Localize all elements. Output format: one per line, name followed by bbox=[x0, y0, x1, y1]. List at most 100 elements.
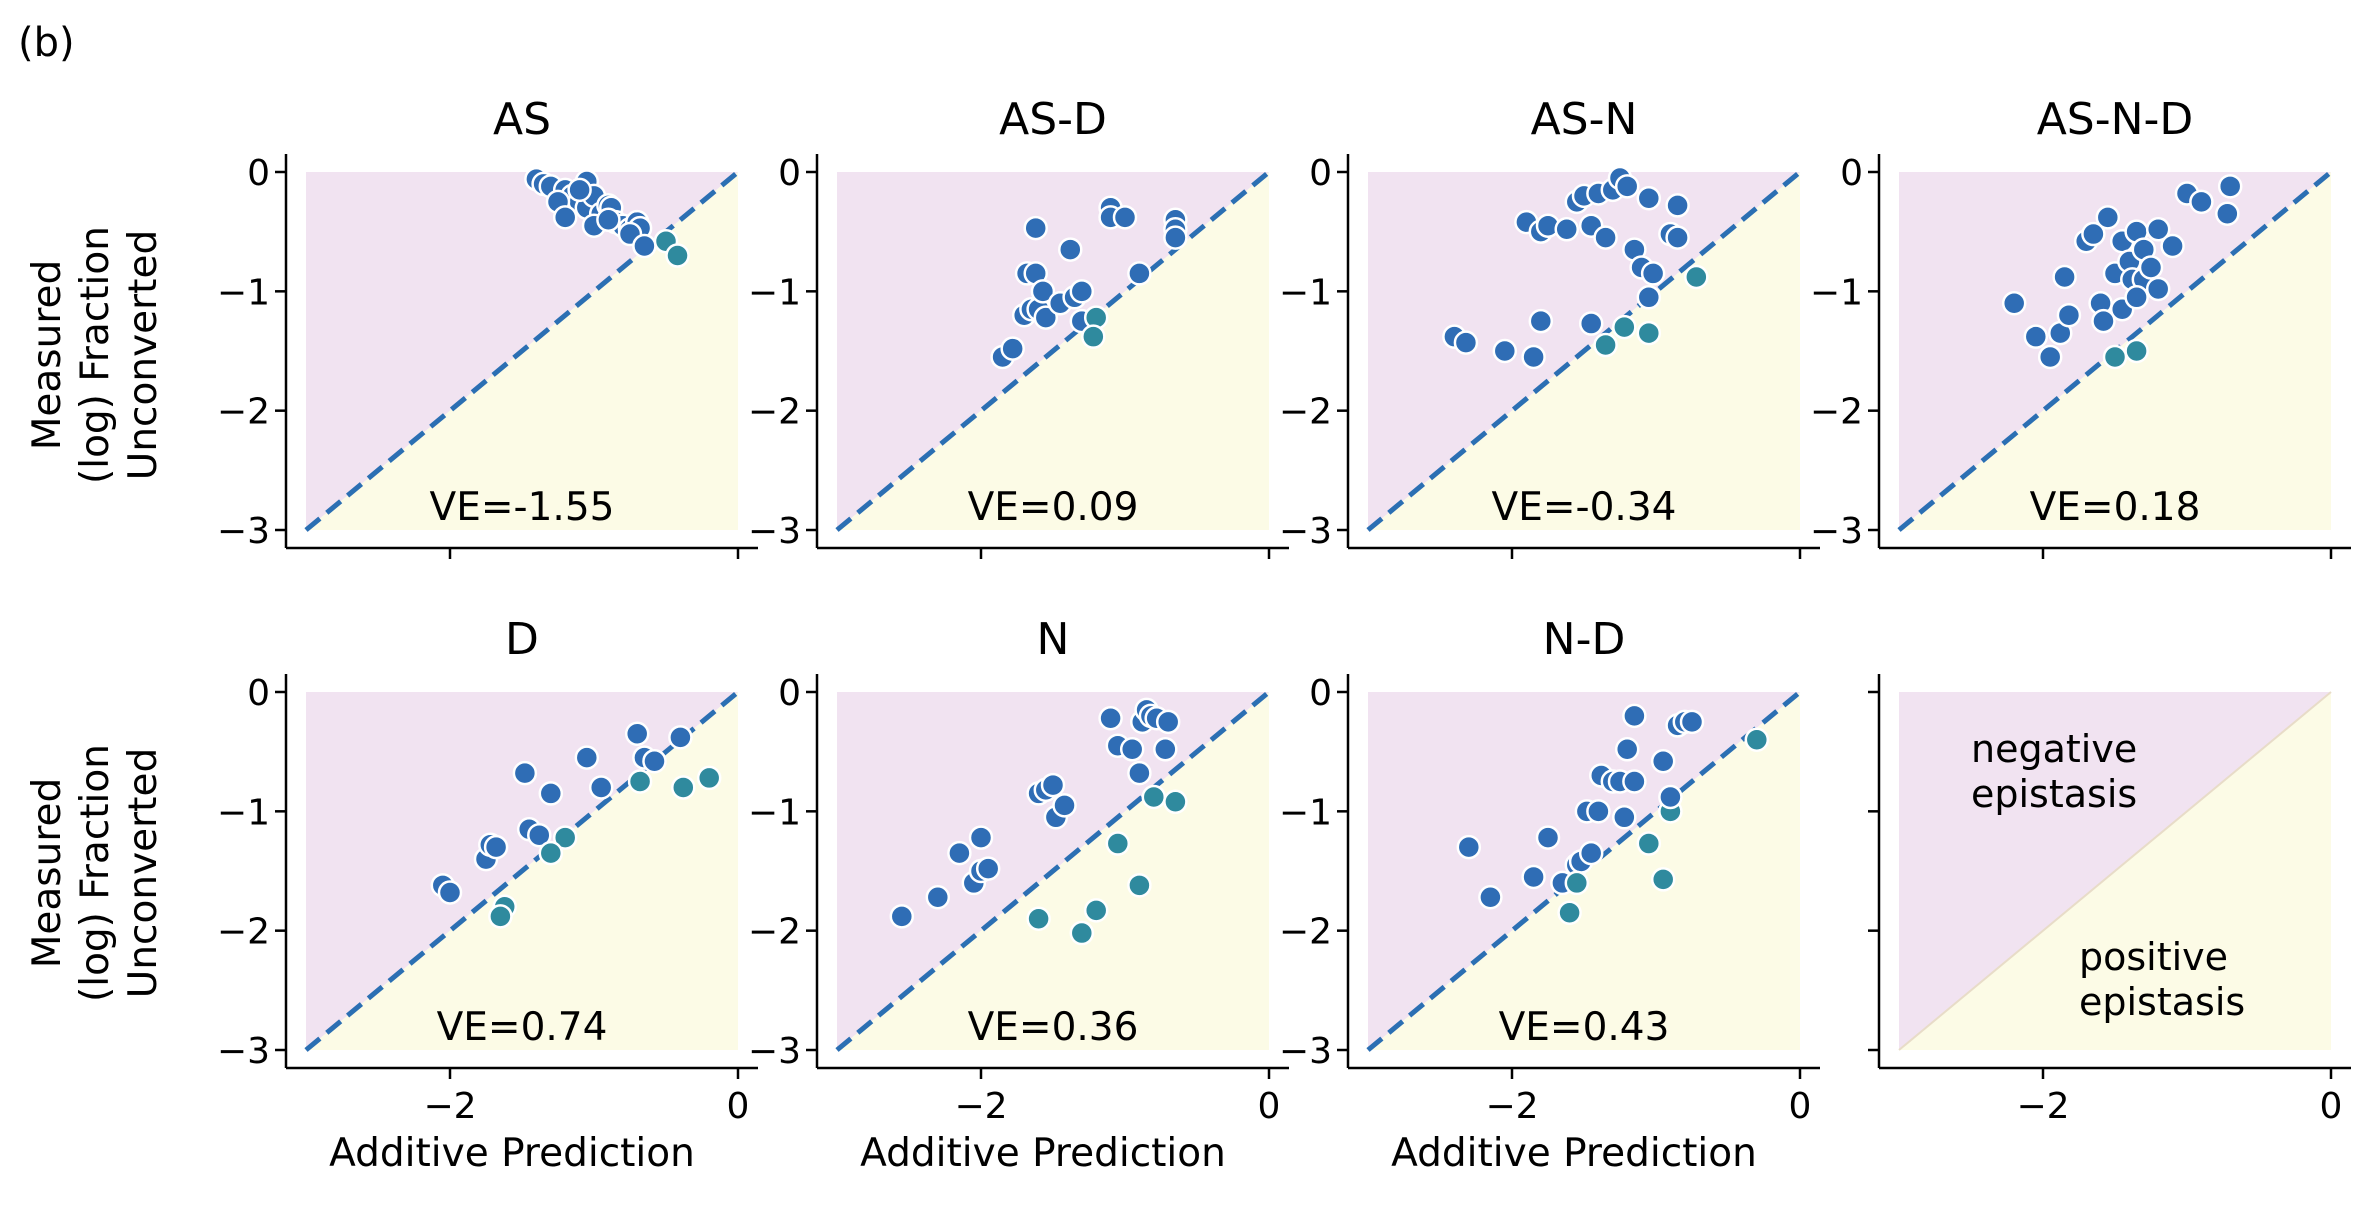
y-tick-label: 0 bbox=[1309, 153, 1332, 194]
data-point bbox=[642, 748, 667, 774]
data-point bbox=[2215, 201, 2240, 227]
data-point bbox=[1586, 799, 1611, 824]
panel-label: (b) bbox=[18, 20, 75, 66]
data-point bbox=[1521, 864, 1546, 890]
data-point bbox=[437, 880, 463, 905]
ve-annotation: VE=-0.34 bbox=[1492, 485, 1677, 530]
panel-title: N bbox=[1037, 614, 1070, 665]
diagonal-line bbox=[304, 690, 740, 1052]
x-tick-label: 0 bbox=[2320, 1086, 2343, 1127]
data-point bbox=[1744, 727, 1770, 752]
data-point bbox=[1636, 320, 1662, 346]
data-point bbox=[1105, 831, 1131, 856]
data-point bbox=[1593, 332, 1618, 358]
data-point bbox=[1593, 225, 1618, 250]
ylabel-top-3: Unconverted bbox=[121, 230, 166, 480]
data-point bbox=[1492, 338, 1518, 364]
ylabel-bottom-line-2: (log) Fraction bbox=[73, 744, 118, 1002]
ve-annotation: VE=0.18 bbox=[2030, 485, 2201, 530]
data-point bbox=[1119, 737, 1145, 762]
y-tick-label: −1 bbox=[748, 272, 801, 313]
legend-positive-line: positive bbox=[2079, 935, 2228, 979]
data-point bbox=[1636, 285, 1662, 310]
data-point bbox=[1000, 336, 1025, 361]
data-point bbox=[1127, 760, 1152, 786]
data-point bbox=[1098, 706, 1123, 731]
data-point bbox=[2023, 324, 2049, 349]
legend-positive-line: epistasis bbox=[2079, 980, 2245, 1024]
data-point bbox=[1578, 311, 1604, 336]
data-point bbox=[2189, 189, 2214, 215]
data-point bbox=[624, 721, 650, 747]
data-point bbox=[1557, 900, 1582, 926]
data-point bbox=[925, 885, 951, 910]
data-point bbox=[527, 822, 552, 848]
ve-annotation: VE=0.74 bbox=[437, 1005, 608, 1050]
data-point bbox=[1535, 825, 1561, 850]
y-tick-label: −3 bbox=[748, 1031, 801, 1072]
y-tick-label: −3 bbox=[217, 1031, 270, 1072]
panel-title: AS-N-D bbox=[2037, 94, 2194, 145]
ylabel-bottom-line-1: Measured bbox=[25, 778, 70, 969]
data-point bbox=[1033, 305, 1059, 330]
data-point bbox=[2095, 205, 2121, 230]
data-point bbox=[2091, 308, 2116, 334]
data-point bbox=[1684, 264, 1709, 290]
x-tick-label: 0 bbox=[727, 1086, 750, 1127]
data-point bbox=[1163, 789, 1188, 815]
data-point bbox=[588, 775, 614, 800]
data-point bbox=[1478, 885, 1503, 910]
ve-annotation: VE=0.09 bbox=[968, 485, 1139, 530]
y-tick-label: 0 bbox=[778, 673, 801, 714]
data-point bbox=[668, 725, 693, 750]
data-point bbox=[1030, 279, 1056, 304]
data-point bbox=[596, 207, 621, 232]
data-point bbox=[1650, 867, 1676, 892]
y-tick-label: −2 bbox=[1810, 392, 1863, 433]
y-tick-label: −3 bbox=[217, 511, 270, 552]
x-axis-label: Additive Prediction bbox=[860, 1131, 1226, 1176]
data-point bbox=[483, 834, 509, 860]
legend-positive-label: positive epistasis bbox=[2079, 935, 2245, 1024]
data-point bbox=[1612, 805, 1637, 830]
ve-annotation: VE=-1.55 bbox=[430, 485, 615, 530]
data-point bbox=[1612, 314, 1637, 340]
ylabel-top-2: (log) Fraction bbox=[73, 226, 118, 484]
data-point bbox=[1679, 709, 1705, 735]
data-point bbox=[1636, 831, 1662, 856]
data-point bbox=[947, 840, 972, 866]
data-point bbox=[1665, 225, 1690, 250]
diagonal-line bbox=[835, 690, 1271, 1052]
ylabel-bottom: Measured bbox=[25, 778, 70, 969]
data-point bbox=[1153, 737, 1178, 762]
y-tick-label: −1 bbox=[1279, 792, 1332, 833]
data-point bbox=[512, 760, 538, 786]
data-point bbox=[2124, 338, 2149, 364]
y-tick-label: −1 bbox=[217, 272, 270, 313]
data-point bbox=[1141, 784, 1167, 810]
y-tick-label: 0 bbox=[247, 153, 270, 194]
data-point bbox=[552, 825, 578, 850]
y-tick-label: −1 bbox=[1279, 272, 1332, 313]
y-tick-label: 0 bbox=[247, 673, 270, 714]
y-tick-label: 0 bbox=[1309, 673, 1332, 714]
data-point bbox=[1650, 748, 1676, 774]
legend-negative-line: epistasis bbox=[1971, 772, 2137, 816]
y-tick-label: −2 bbox=[748, 912, 801, 953]
panel-title: AS-D bbox=[999, 94, 1107, 145]
y-tick-label: 0 bbox=[1840, 153, 1863, 194]
data-point bbox=[1658, 784, 1683, 810]
data-point bbox=[1052, 793, 1077, 818]
data-point bbox=[2056, 302, 2082, 328]
x-axis-label: Additive Prediction bbox=[329, 1131, 695, 1176]
data-point bbox=[1083, 898, 1109, 923]
data-point bbox=[1069, 920, 1095, 946]
data-point bbox=[1026, 906, 1051, 931]
x-tick-label: −2 bbox=[423, 1086, 476, 1127]
y-tick-label: −3 bbox=[1279, 511, 1332, 552]
panel-as-n: AS-N VE=-0.34 0 −1 −2 −3 bbox=[1279, 94, 1820, 559]
panel-n: N VE=0.36 0 −1 −2 −3 −2 0 Additive Prediction bbox=[748, 614, 1289, 1176]
data-point bbox=[1163, 225, 1188, 250]
